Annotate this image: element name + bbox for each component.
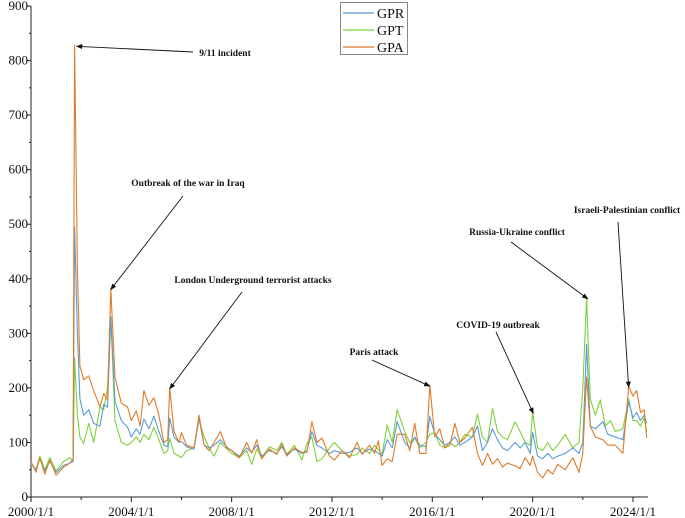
annotation-arrow (169, 291, 243, 390)
y-tick-label: 500 (9, 216, 29, 231)
y-tick-label: 200 (9, 380, 29, 395)
y-tick-label: 900 (9, 0, 29, 13)
x-tick-label: 2012/1/1 (309, 504, 355, 518)
annotation-arrow (371, 359, 431, 387)
annotation-label: COVID-19 outbreak (456, 321, 540, 331)
legend: GPR GPT GPA (340, 2, 408, 56)
legend-label-gpa: GPA (377, 41, 405, 56)
legend-box (340, 2, 408, 55)
series-line-gpr (30, 226, 648, 473)
y-tick-label: 0 (22, 489, 29, 504)
x-tick-label: 2020/1/1 (510, 504, 556, 518)
series-line-gpa (30, 44, 648, 479)
annotation-arrow (76, 44, 194, 53)
annotation-arrow (110, 195, 184, 291)
annotation-label: Paris attack (350, 348, 400, 358)
x-tick-label: 2008/1/1 (209, 504, 255, 518)
y-tick-label: 700 (9, 107, 29, 122)
legend-label-gpt: GPT (377, 24, 404, 39)
annotation-label: Israeli-Palestinian conflict (574, 206, 681, 216)
x-tick-label: 2004/1/1 (108, 504, 154, 518)
annotation-label: 9/11 incident (199, 49, 251, 59)
series-lines (30, 44, 648, 479)
y-tick-label: 600 (9, 162, 29, 177)
annotation-label: Russia-Ukraine conflict (469, 228, 566, 238)
legend-label-gpr: GPR (377, 7, 405, 22)
y-tick-label: 400 (9, 271, 29, 286)
x-tick-label: 2024/1/1 (610, 504, 656, 518)
annotation-arrow (617, 221, 631, 388)
x-tick-label: 2016/1/1 (409, 504, 455, 518)
annotation-arrow (495, 331, 534, 415)
axes: 0 100 200 300 400 500 600 700 800 900 2000/1/1 2004… (8, 0, 656, 518)
y-tick-label: 100 (9, 434, 29, 449)
annotation-label: London Underground terrorist attacks (174, 276, 332, 286)
y-tick-label: 300 (9, 325, 29, 340)
annotations: 9/11 incident Outbreak of the war in Iraq… (76, 44, 681, 415)
y-tick-label: 800 (9, 53, 29, 68)
x-tick-label: 2000/1/1 (8, 504, 54, 518)
series-line-gpt (30, 297, 648, 472)
annotation-label: Outbreak of the war in Iraq (131, 179, 245, 189)
annotation-arrow (510, 241, 589, 300)
